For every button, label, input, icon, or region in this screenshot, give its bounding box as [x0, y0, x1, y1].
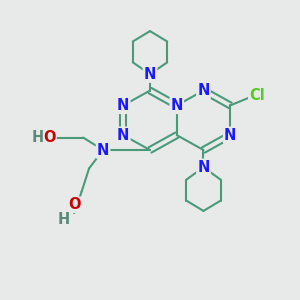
Text: N: N [224, 128, 236, 142]
Text: N: N [197, 83, 210, 98]
Text: H: H [31, 130, 44, 145]
Text: O: O [68, 197, 80, 212]
Text: H: H [58, 212, 70, 227]
Text: N: N [97, 142, 109, 158]
Text: N: N [117, 128, 129, 142]
Text: N: N [171, 98, 183, 113]
Text: N: N [117, 98, 129, 113]
Text: N: N [197, 160, 210, 175]
Text: O: O [44, 130, 56, 145]
Text: N: N [144, 67, 156, 82]
Text: Cl: Cl [249, 88, 265, 103]
